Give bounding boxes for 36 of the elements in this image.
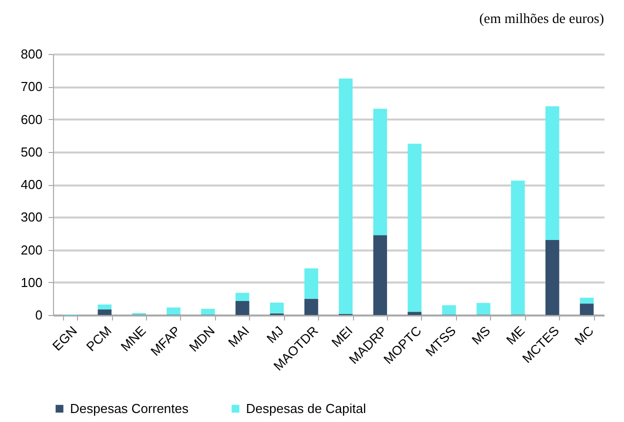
bar xyxy=(545,106,560,240)
y-tick-label: 500 xyxy=(20,144,42,160)
y-tick-label: 0 xyxy=(35,308,42,322)
bar xyxy=(98,309,112,315)
bar xyxy=(304,268,318,299)
bar xyxy=(270,302,284,314)
bar xyxy=(580,298,594,304)
bar xyxy=(408,312,422,315)
y-tick-label: 300 xyxy=(20,210,42,225)
bar xyxy=(373,235,388,315)
bar xyxy=(476,302,490,315)
bar xyxy=(338,78,353,314)
text: (em milhões de euros) xyxy=(479,12,604,27)
x-tick-label: MS xyxy=(468,322,494,348)
y-tick-label: 200 xyxy=(20,242,42,258)
bar xyxy=(166,307,180,315)
bar xyxy=(304,298,318,315)
bar xyxy=(236,300,250,315)
bar xyxy=(408,144,422,312)
bar xyxy=(373,108,388,236)
y-tick-label: 100 xyxy=(20,274,42,290)
y-tick-label: 400 xyxy=(20,177,42,192)
bar xyxy=(236,292,250,301)
bar xyxy=(545,240,560,315)
bar xyxy=(201,308,215,315)
x-tick-label: MC xyxy=(572,323,596,348)
bar xyxy=(98,304,112,310)
y-tick-label: 700 xyxy=(20,79,42,94)
legend-label: Despesas de Capital xyxy=(246,400,366,416)
y-tick-label: 600 xyxy=(20,112,42,127)
x-tick-label: MAI xyxy=(225,323,252,350)
bar xyxy=(511,180,525,315)
bar xyxy=(442,305,456,315)
bar xyxy=(580,304,594,315)
legend-label: Despesas Correntes xyxy=(70,400,189,416)
y-tick-label: 800 xyxy=(20,46,42,62)
